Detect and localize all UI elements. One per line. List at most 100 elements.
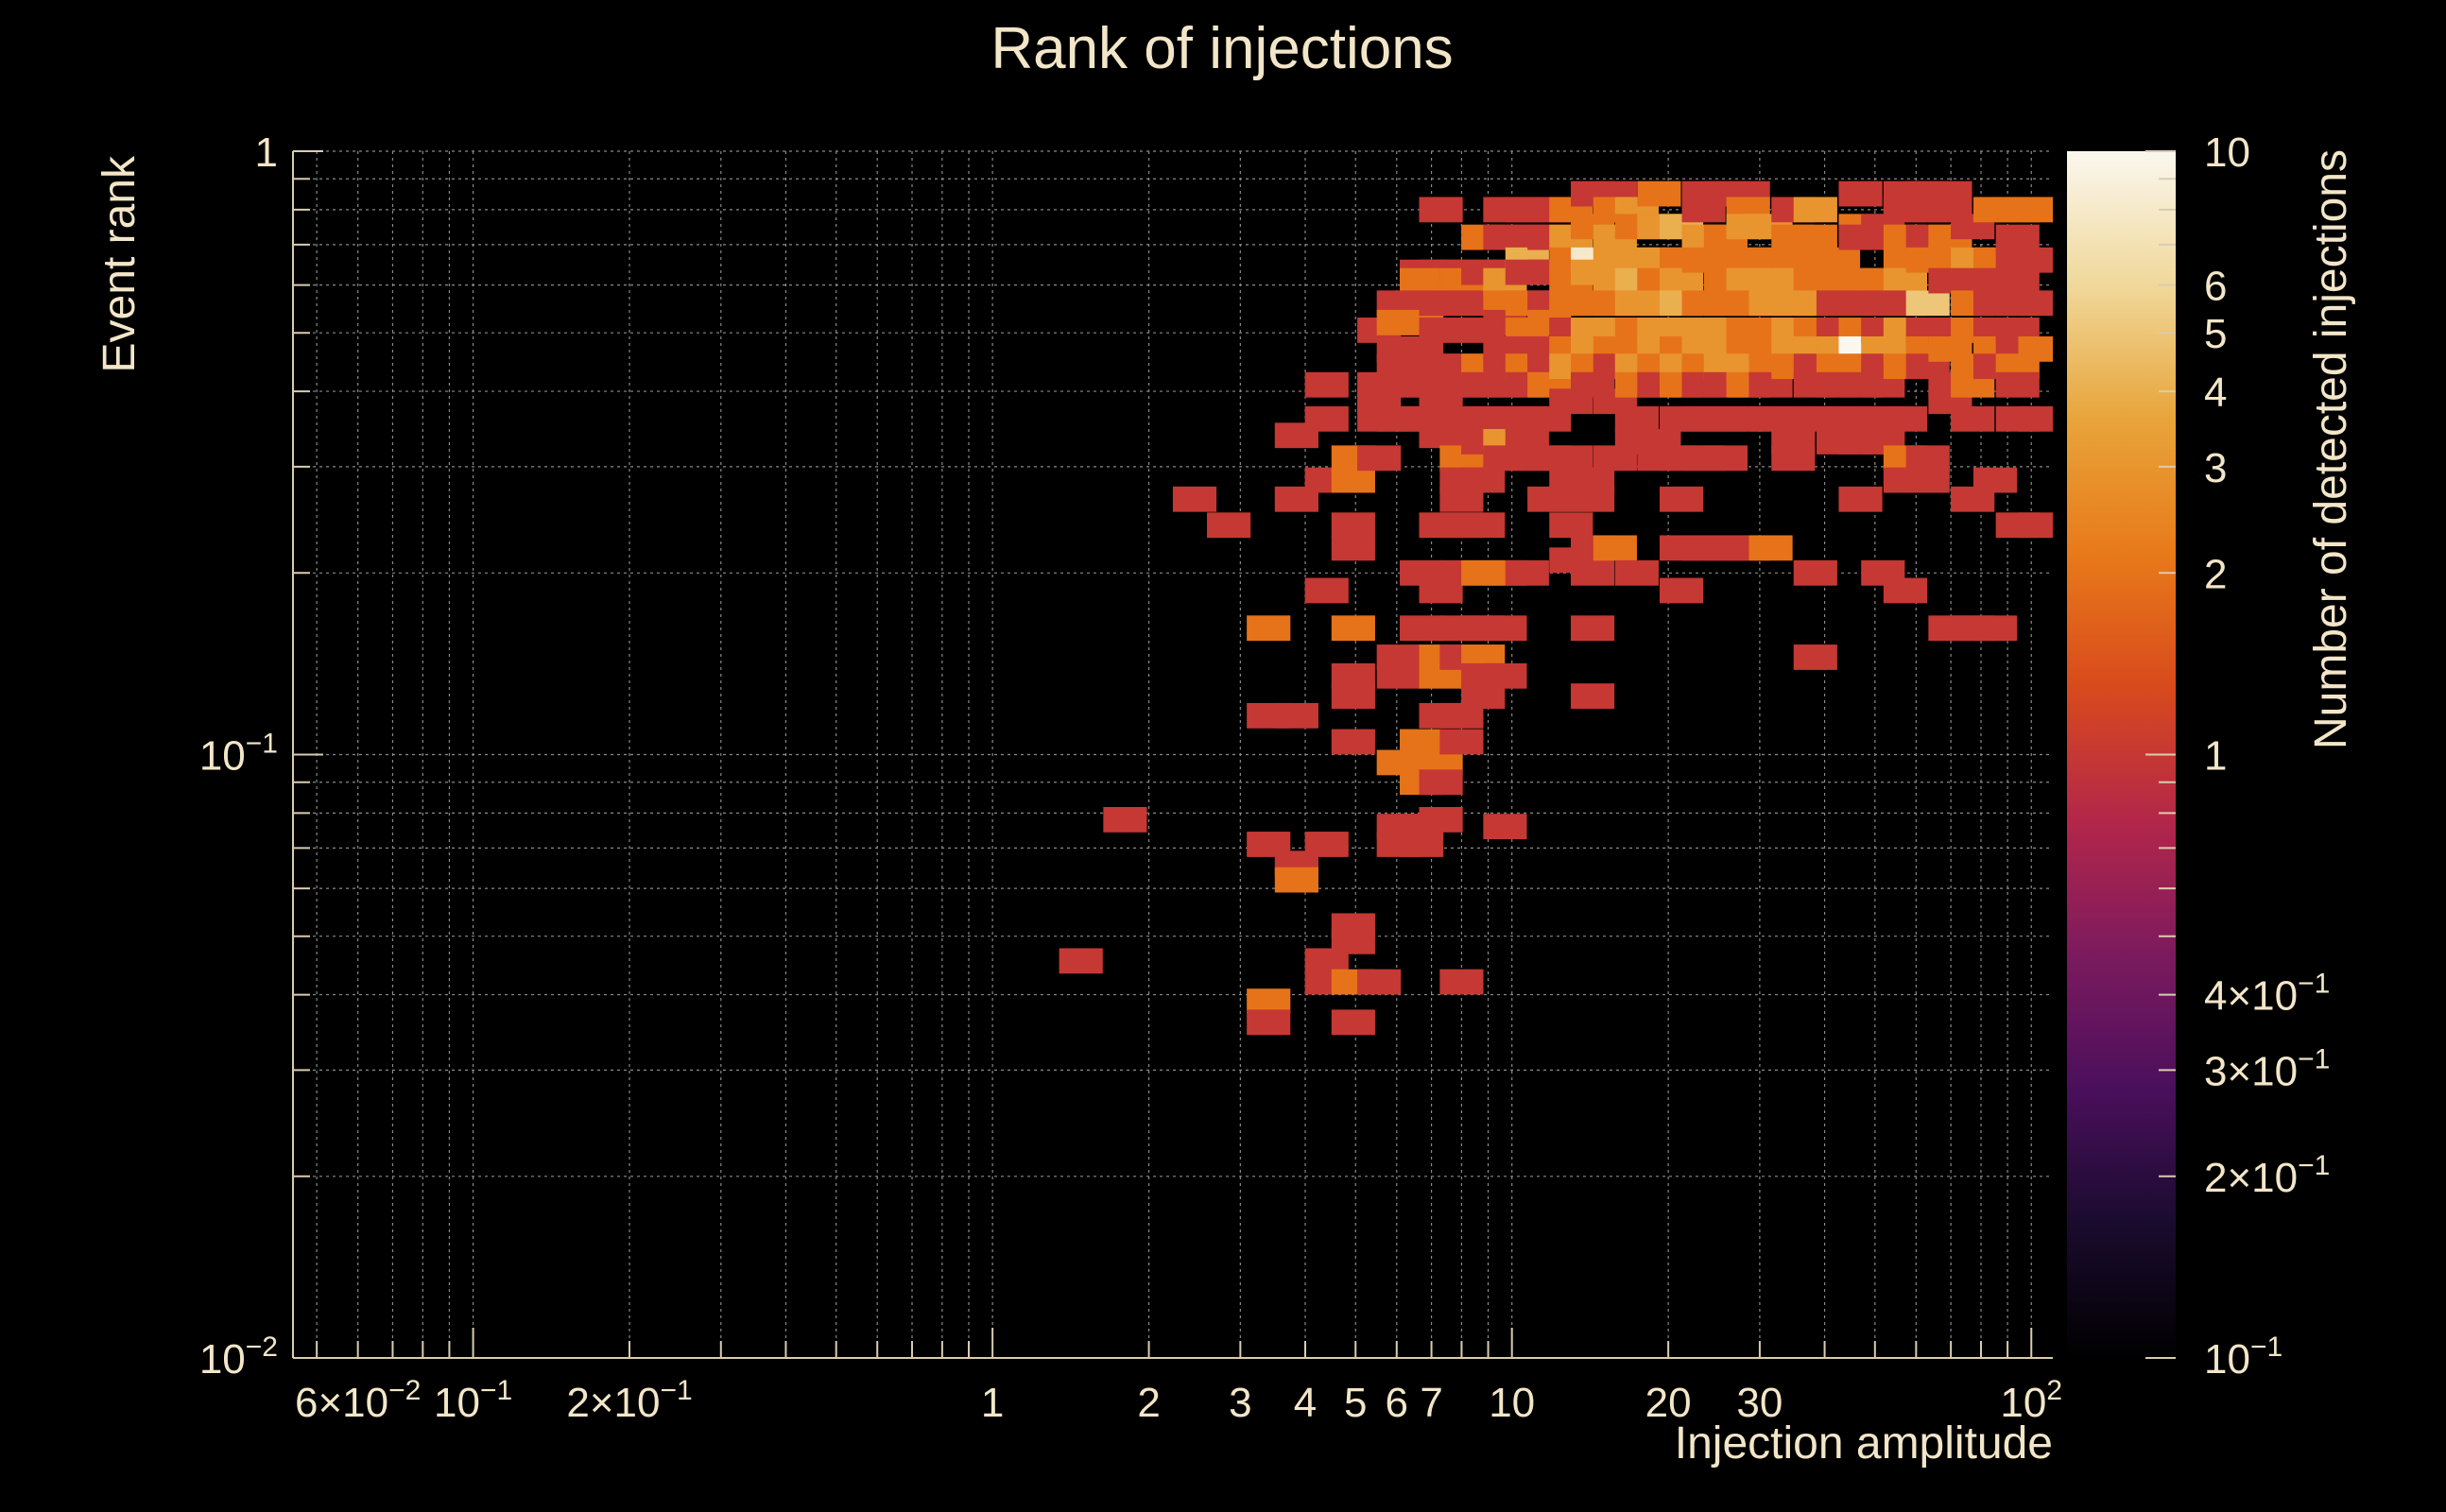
heatmap-cell: [1419, 197, 1463, 223]
heatmap-cell: [1793, 559, 1837, 586]
heatmap-cells: [1059, 180, 2053, 1036]
y-tick-label: 10−1: [199, 729, 278, 780]
colorbar-tick-label: 10−1: [2204, 1332, 2282, 1383]
heatmap-cell: [2018, 247, 2053, 273]
heatmap-cell: [1483, 814, 1527, 840]
colorbar: 10 65 4 3 2 1 4×10−1 3×10−1 2×10−1 10−1: [2067, 129, 2330, 1383]
heatmap-cell: [1331, 928, 1375, 954]
heatmap-cell: [1331, 729, 1375, 755]
heatmap-cell: [1570, 683, 1615, 710]
heatmap-cell: [1304, 371, 1349, 398]
heatmap-cell: [1883, 577, 1928, 604]
heatmap-cell: [1570, 486, 1615, 512]
heatmap-cell: [1304, 832, 1349, 857]
x-tick-label: 20: [1645, 1380, 1692, 1426]
heatmap-cell: [1103, 806, 1147, 833]
heatmap-cell: [1483, 662, 1527, 689]
x-tick-label: 5: [1344, 1380, 1367, 1426]
heatmap-cell: [2018, 512, 2053, 539]
x-tick-label: 2×10−1: [566, 1375, 692, 1426]
heatmap-cell: [1659, 577, 1704, 604]
x-tick-label: 10: [1489, 1380, 1535, 1426]
heatmap-cell: [1439, 290, 1484, 317]
colorbar-tick-label: 2×10−1: [2204, 1150, 2330, 1201]
heatmap-cell: [1995, 371, 2040, 398]
heatmap-cell: [1439, 729, 1484, 755]
heatmap-cell: [1505, 559, 1549, 586]
heatmap-cell: [1376, 662, 1421, 689]
heatmap-cell: [1331, 615, 1375, 642]
grid: [293, 150, 2053, 1359]
heatmap-cell: [1419, 769, 1463, 796]
heatmap-cell: [1274, 702, 1318, 729]
heatmap-cell: [1793, 197, 1837, 223]
heatmap-cell: [1357, 969, 1402, 995]
heatmap-cell: [1614, 559, 1659, 586]
heatmap-cell: [1172, 486, 1217, 512]
heatmap-cell: [1838, 180, 1883, 207]
x-tick-label: 30: [1736, 1380, 1783, 1426]
x-tick-label: 6×10−2: [295, 1375, 421, 1426]
colorbar-tick-label: 3×10−1: [2204, 1043, 2330, 1094]
heatmap-cell: [1331, 683, 1375, 710]
x-tick-label: 3: [1229, 1380, 1251, 1426]
x-tick-label: 10−1: [434, 1375, 512, 1426]
heatmap-cell: [1331, 1009, 1375, 1036]
colorbar-tick-label: 3: [2204, 445, 2227, 491]
x-tick-label: 4: [1294, 1380, 1317, 1426]
heatmap-cell: [1905, 467, 1950, 493]
heatmap-cell: [1461, 467, 1506, 493]
colorbar-title: Number of detected injections: [2306, 149, 2356, 749]
heatmap-cell: [1400, 615, 1444, 642]
heatmap-cell: [1400, 832, 1444, 857]
heatmap-cell: [1793, 644, 1837, 670]
heatmap-cell: [1207, 512, 1251, 539]
y-tick-label: 10−2: [199, 1332, 278, 1383]
heatmap-cell: [1331, 512, 1375, 539]
x-tick-label: 7: [1420, 1380, 1442, 1426]
heatmap-cell: [1905, 290, 1950, 317]
heatmap-cell: [1703, 445, 1748, 472]
heatmap-cell: [1570, 559, 1615, 586]
heatmap-cell: [1304, 577, 1349, 604]
x-tick-label: 6: [1386, 1380, 1408, 1426]
heatmap-cell: [2018, 405, 2053, 432]
colorbar-tick-label: 6: [2204, 264, 2227, 310]
x-tick-label: 1: [981, 1380, 1004, 1426]
heatmap-cell: [1483, 615, 1527, 642]
colorbar-tick-label: 2: [2204, 551, 2227, 597]
heatmap-cell: [1549, 512, 1593, 539]
heatmap-cell: [1771, 445, 1816, 472]
heatmap-cell: [1883, 405, 1928, 432]
heatmap-cell: [1793, 224, 1837, 250]
heatmap-cell: [1748, 535, 1793, 561]
colorbar-tick-label: 4: [2204, 369, 2227, 416]
heatmap-cell: [1570, 615, 1615, 642]
x-axis-title: Injection amplitude: [1675, 1418, 2053, 1469]
heatmap-cell: [1461, 512, 1506, 539]
heatmap-cell: [2018, 335, 2053, 362]
colorbar-tick-label: 4×10−1: [2204, 969, 2330, 1020]
heatmap-cell: [1274, 867, 1318, 893]
heatmap-cell: [1549, 445, 1593, 472]
heatmap-cell: [1972, 615, 2018, 642]
heatmap-cell: [1905, 445, 1950, 472]
heatmap-cell: [1637, 180, 1681, 207]
heatmap-cell: [1838, 486, 1883, 512]
heatmap-cell: [1951, 405, 1995, 432]
x-tick-label: 2: [1137, 1380, 1160, 1426]
heatmap-cell: [2018, 197, 2053, 223]
heatmap-cell: [1419, 318, 1463, 343]
heatmap-cell: [2018, 290, 2053, 317]
heatmap-cell: [1439, 969, 1484, 995]
heatmap-cell: [1972, 467, 2018, 493]
heatmap-cell: [1995, 224, 2040, 250]
x-tick-label: 102: [2000, 1375, 2062, 1426]
heatmap-cell: [1659, 486, 1704, 512]
colorbar-tick-label: 1: [2204, 733, 2227, 780]
heatmap-cell: [1247, 1009, 1291, 1036]
colorbar-tick-label: 5: [2204, 311, 2227, 357]
heatmap-cell: [1357, 445, 1402, 472]
y-axis-title: Event rank: [95, 155, 145, 372]
